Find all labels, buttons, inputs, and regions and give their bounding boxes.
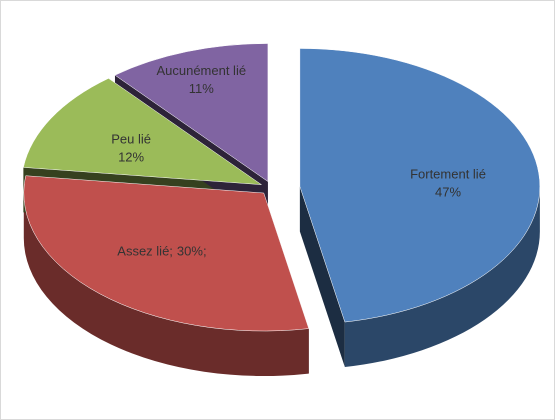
category-label: Peu lié bbox=[111, 131, 151, 146]
slice bbox=[299, 48, 541, 323]
data-label: Assez lié; 30%; bbox=[117, 243, 206, 258]
value-label: 12% bbox=[118, 149, 144, 164]
slice-side bbox=[344, 186, 540, 368]
slice bbox=[23, 175, 310, 332]
slice bbox=[23, 78, 263, 185]
value-label: 47% bbox=[435, 184, 461, 199]
slice-tops bbox=[23, 43, 541, 332]
data-labels: Fortement lié 47% Assez lié; 30%; Peu lié 12%… bbox=[111, 63, 486, 258]
category-label: Fortement lié bbox=[410, 166, 486, 181]
category-label: Assez lié; bbox=[117, 243, 173, 258]
value-label: 11% bbox=[189, 81, 214, 96]
category-label: Aucunément lié bbox=[156, 63, 246, 78]
slice bbox=[114, 43, 269, 182]
data-label: Aucunément lié 11% bbox=[156, 63, 246, 96]
data-label: Fortement lié 47% bbox=[410, 166, 486, 199]
data-label: Peu lié 12% bbox=[111, 131, 151, 164]
pie: Fortement lié 47% Assez lié; 30%; Peu lié 12%… bbox=[23, 43, 541, 377]
slice-cut-face bbox=[299, 186, 345, 368]
value-label: 30%; bbox=[177, 243, 207, 258]
